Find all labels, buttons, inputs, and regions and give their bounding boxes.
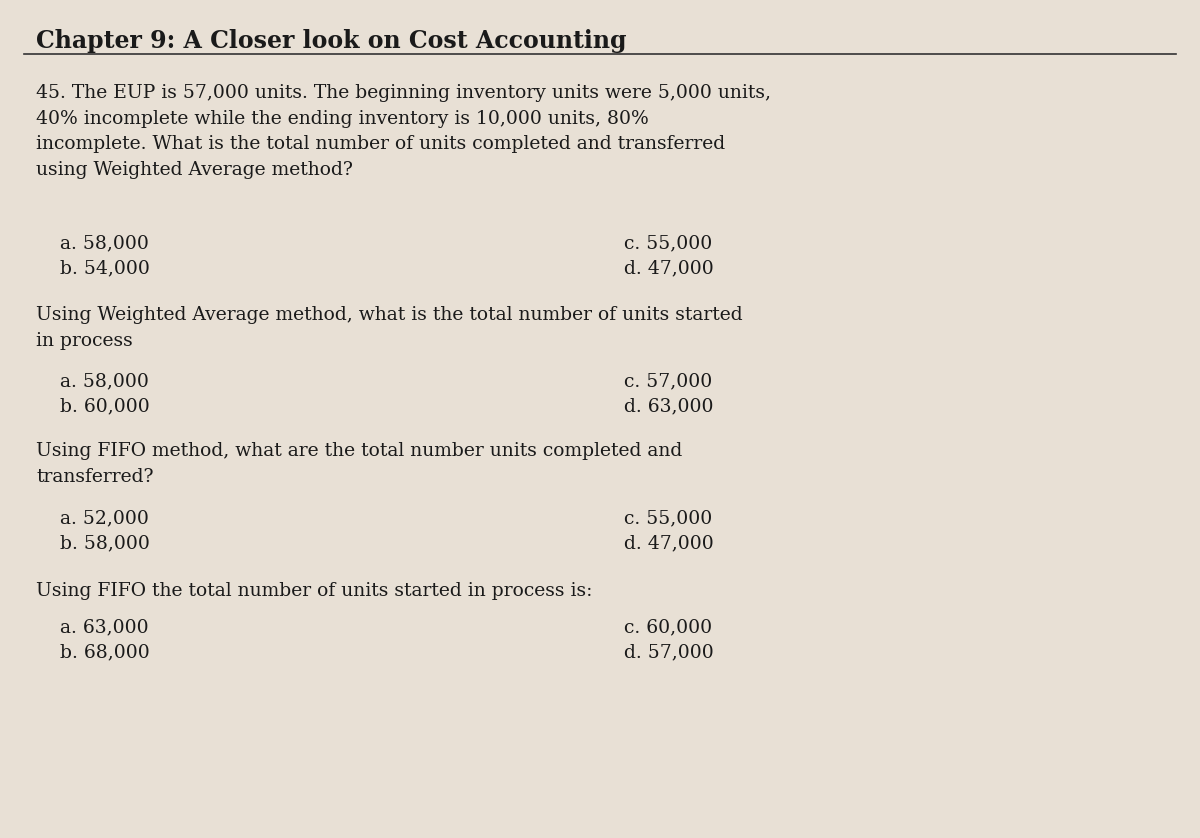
Text: a. 58,000: a. 58,000 [60,235,149,252]
Text: c. 55,000: c. 55,000 [624,510,713,527]
Text: d. 47,000: d. 47,000 [624,260,714,277]
Text: a. 58,000: a. 58,000 [60,372,149,390]
Text: b. 68,000: b. 68,000 [60,644,150,661]
Text: b. 54,000: b. 54,000 [60,260,150,277]
Text: Chapter 9: A Closer look on Cost Accounting: Chapter 9: A Closer look on Cost Account… [36,29,626,54]
Text: c. 57,000: c. 57,000 [624,372,713,390]
Text: Using FIFO the total number of units started in process is:: Using FIFO the total number of units sta… [36,582,593,600]
Text: a. 52,000: a. 52,000 [60,510,149,527]
Text: Using FIFO method, what are the total number units completed and
transferred?: Using FIFO method, what are the total nu… [36,442,683,486]
Text: c. 55,000: c. 55,000 [624,235,713,252]
Text: b. 60,000: b. 60,000 [60,397,150,415]
Text: Using Weighted Average method, what is the total number of units started
in proc: Using Weighted Average method, what is t… [36,306,743,349]
Text: 45. The EUP is 57,000 units. The beginning inventory units were 5,000 units,
40%: 45. The EUP is 57,000 units. The beginni… [36,84,772,178]
Text: d. 57,000: d. 57,000 [624,644,714,661]
Text: b. 58,000: b. 58,000 [60,535,150,552]
Text: d. 47,000: d. 47,000 [624,535,714,552]
Text: d. 63,000: d. 63,000 [624,397,714,415]
Text: a. 63,000: a. 63,000 [60,618,149,636]
Text: c. 60,000: c. 60,000 [624,618,712,636]
